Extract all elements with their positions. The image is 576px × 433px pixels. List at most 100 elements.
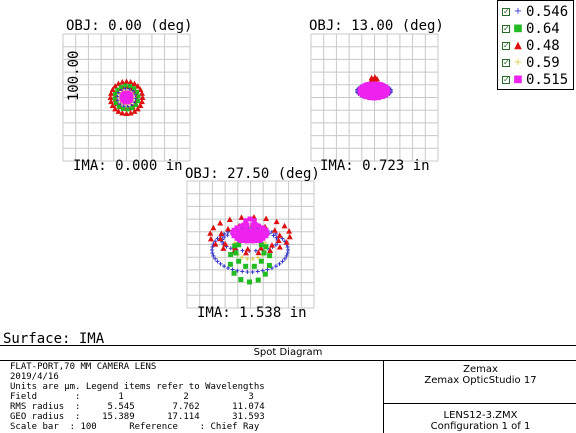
ray-point: [286, 228, 293, 234]
ray-point: [217, 235, 224, 242]
ray-point: [260, 268, 265, 273]
ray-point: [275, 237, 282, 244]
ray-point: [260, 235, 266, 241]
ray-point: [282, 256, 287, 261]
legend-item[interactable]: ✓ ■ 0.515: [502, 72, 568, 88]
ray-point: [286, 233, 293, 240]
legend-item[interactable]: ✓ + 0.59: [502, 55, 560, 71]
ray-point: [218, 230, 225, 236]
ray-point: [217, 220, 224, 226]
ray-point: [363, 82, 369, 88]
ray-point: [258, 242, 264, 248]
ray-point: [250, 256, 255, 261]
ray-point: [122, 93, 131, 102]
ray-point: [274, 235, 279, 240]
ray-point: [113, 91, 118, 96]
ray-point: [234, 235, 240, 241]
ray-point: [243, 249, 250, 256]
plot1-obj-label: OBJ: 0.00 (deg): [66, 18, 193, 34]
ray-point: [245, 256, 250, 261]
ray-point: [225, 233, 230, 238]
ray-point: [240, 248, 245, 253]
ray-point: [236, 242, 242, 248]
ray-point: [135, 89, 140, 94]
ray-point: [269, 265, 274, 270]
ray-point: [227, 261, 233, 267]
ray-point: [363, 94, 369, 100]
ray-point: [231, 227, 237, 233]
ray-point: [255, 249, 262, 256]
ray-point: [139, 94, 146, 100]
ray-point: [240, 269, 245, 274]
checkbox-icon[interactable]: ✓: [502, 58, 510, 67]
plot2-obj-label: OBJ: 13.00 (deg): [309, 18, 444, 34]
ray-point: [240, 255, 244, 260]
checkbox-icon[interactable]: ✓: [502, 75, 510, 84]
ray-point: [256, 237, 261, 243]
legend: ✓ + 0.546 ✓ ■ 0.64 ✓ ▲ 0.48 ✓ + 0.59 ✓ ■…: [497, 0, 574, 90]
ray-point: [258, 258, 264, 264]
geo-radius-row: GEO radius : 15.389 17.114 31.593: [10, 412, 265, 422]
legend-item[interactable]: ✓ ■ 0.64: [502, 21, 560, 37]
ray-point: [231, 233, 237, 239]
ray-point: [375, 81, 381, 87]
ray-point: [112, 105, 119, 112]
legend-wavelength: 0.64: [526, 21, 560, 37]
checkbox-icon[interactable]: ✓: [502, 41, 510, 50]
ray-point: [247, 216, 253, 222]
ray-point: [238, 277, 244, 283]
ray-point: [228, 252, 234, 258]
ray-point: [125, 107, 130, 112]
ray-point: [243, 218, 249, 224]
legend-wavelength: 0.59: [526, 55, 560, 71]
ray-point: [138, 90, 145, 96]
ray-point: [218, 261, 223, 266]
ray-point: [238, 214, 245, 220]
plot2-ima-label: IMA: 0.723 in: [320, 158, 430, 174]
ray-point: [256, 255, 260, 260]
ray-point: [367, 81, 373, 87]
ray-point: [130, 106, 135, 111]
ray-point: [207, 230, 214, 236]
ray-point: [257, 245, 264, 251]
ray-point: [243, 226, 249, 232]
ray-point: [133, 103, 138, 108]
ray-point: [271, 233, 276, 238]
checkbox-icon[interactable]: ✓: [502, 7, 510, 16]
ray-point: [213, 256, 218, 261]
rms-radius-row: RMS radius : 5.545 7.762 11.074: [10, 402, 265, 412]
legend-item[interactable]: ✓ + 0.546: [502, 4, 568, 20]
field-row: Field : 1 2 3: [10, 392, 254, 402]
ray-point: [382, 92, 388, 98]
ray-point: [116, 104, 121, 109]
ray-point: [284, 253, 289, 258]
ray-point: [113, 101, 118, 106]
ray-point: [250, 269, 255, 274]
ray-point: [137, 102, 144, 108]
ray-point: [280, 259, 285, 264]
ray-point: [261, 250, 267, 256]
ray-point: [210, 245, 215, 250]
footer-title: Spot Diagram: [0, 346, 576, 361]
ray-point: [123, 83, 128, 88]
ray-point: [212, 241, 219, 247]
ray-point: [280, 236, 285, 241]
ray-point: [115, 87, 120, 92]
plus-marker-icon: +: [513, 6, 523, 17]
ray-point: [210, 224, 217, 231]
ray-point: [255, 269, 260, 274]
ray-point: [264, 230, 270, 236]
ray-point: [285, 245, 290, 250]
ray-point: [384, 86, 390, 92]
ray-point: [251, 218, 257, 224]
ray-point: [222, 240, 229, 247]
ray-point: [112, 83, 119, 89]
ray-point: [131, 80, 138, 87]
spot-diagram-plot-area: [62, 33, 439, 309]
ray-point: [120, 106, 125, 111]
ray-point: [251, 263, 257, 269]
legend-item[interactable]: ✓ ▲ 0.48: [502, 38, 560, 54]
ray-point: [244, 245, 251, 252]
legend-wavelength: 0.48: [526, 38, 560, 54]
checkbox-icon[interactable]: ✓: [502, 24, 510, 33]
